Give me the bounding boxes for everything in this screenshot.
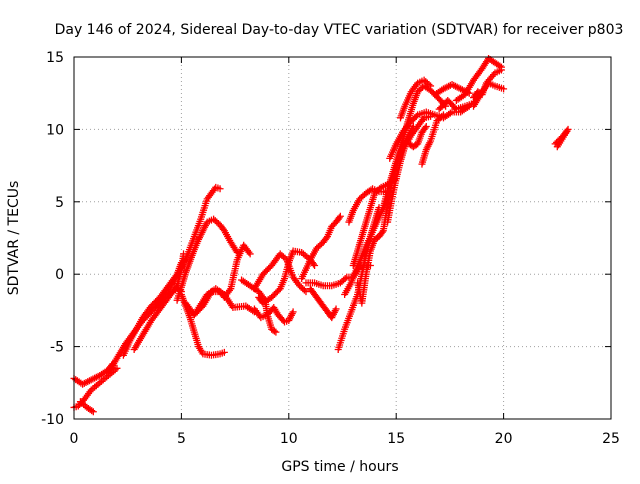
data-point [412, 112, 420, 120]
data-point [281, 254, 289, 262]
y-tick-label: 10 [46, 122, 64, 138]
y-tick-label: -10 [41, 412, 64, 428]
data-point [88, 407, 96, 415]
data-point [438, 112, 446, 120]
ticks: 0 5 10 15 20 25 -10 -5 0 5 10 15 [41, 50, 620, 447]
x-tick-label: 5 [177, 431, 186, 447]
grid [74, 57, 611, 419]
data-point [439, 111, 447, 119]
y-tick-label: 15 [46, 50, 64, 66]
data-point [425, 81, 433, 89]
data-point [289, 308, 297, 316]
y-tick-label: -5 [50, 340, 64, 356]
data-point [272, 328, 280, 336]
data-point [335, 214, 343, 222]
data-point [113, 364, 121, 372]
data-point [216, 185, 224, 193]
y-tick-label: 0 [55, 267, 64, 283]
data-layer [70, 54, 572, 416]
x-tick-label: 0 [70, 431, 79, 447]
data-point [270, 327, 278, 335]
y-tick-label: 5 [55, 195, 64, 211]
data-point [427, 82, 435, 90]
data-point [476, 91, 484, 99]
data-point [341, 275, 349, 283]
data-point [553, 143, 561, 151]
data-point [246, 250, 254, 258]
data-point [311, 262, 319, 270]
data-point [500, 85, 508, 93]
x-tick-label: 15 [387, 431, 405, 447]
x-tick-label: 25 [602, 431, 620, 447]
data-point [378, 228, 386, 236]
data-point [332, 305, 340, 313]
data-point [302, 288, 310, 296]
data-point [497, 66, 505, 74]
data-point [421, 124, 429, 132]
x-axis-label: GPS time / hours [281, 459, 398, 475]
x-tick-label: 10 [280, 431, 298, 447]
data-point [422, 123, 430, 131]
x-tick-label: 20 [495, 431, 513, 447]
data-point [220, 348, 228, 356]
chart-title: Day 146 of 2024, Sidereal Day-to-day VTE… [55, 22, 624, 38]
data-point [89, 408, 97, 416]
data-point [300, 286, 308, 294]
data-point [336, 212, 344, 220]
y-axis-label: SDTVAR / TECUs [6, 181, 22, 296]
plot-frame [73, 56, 612, 420]
